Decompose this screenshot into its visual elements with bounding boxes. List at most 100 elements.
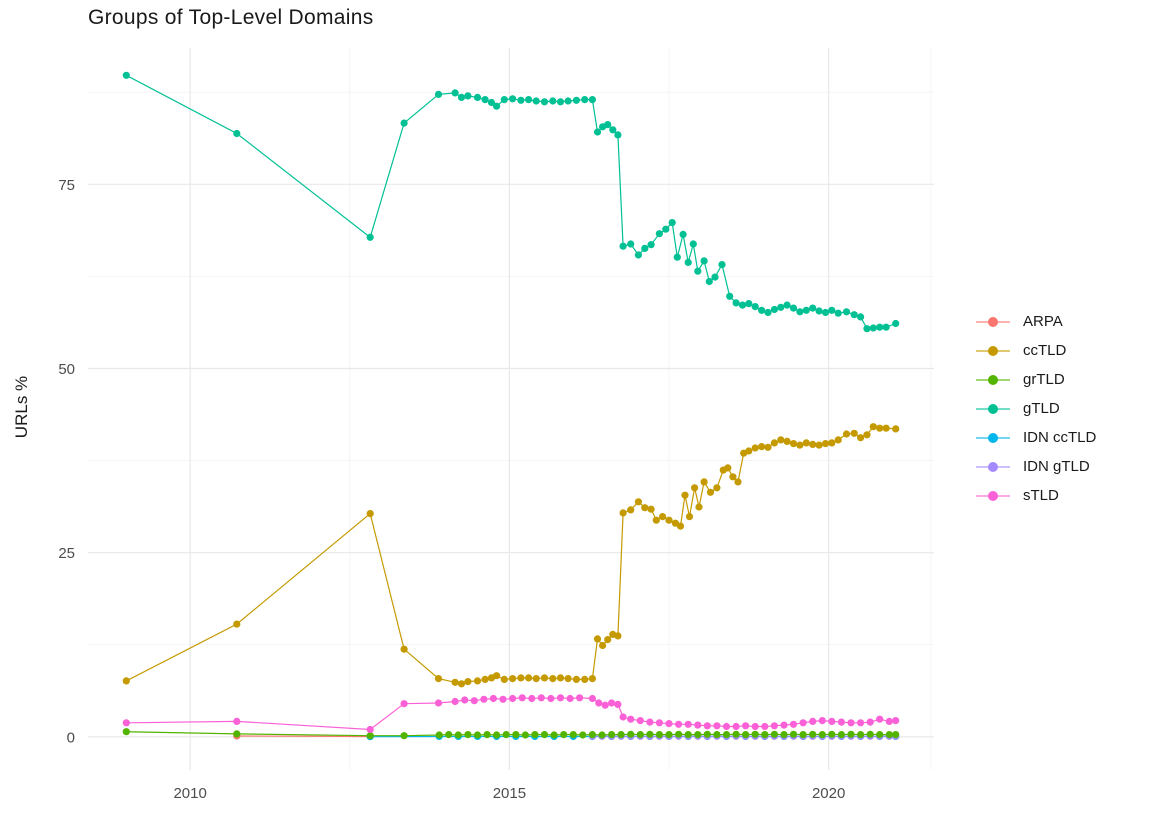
data-point (233, 620, 241, 628)
data-point (745, 447, 753, 455)
data-point (461, 696, 469, 704)
data-point (627, 730, 635, 738)
data-point (684, 731, 692, 739)
data-point (789, 440, 798, 448)
data-point (525, 674, 533, 682)
series-line-arpa (236, 735, 371, 738)
data-point (655, 731, 664, 739)
data-point (579, 731, 587, 739)
data-point (464, 678, 472, 686)
data-point (789, 730, 798, 738)
data-point (799, 719, 807, 727)
data-point (619, 509, 627, 517)
data-point (233, 717, 241, 726)
data-point (647, 505, 655, 513)
data-point (646, 718, 654, 726)
data-point (499, 695, 507, 703)
data-point (480, 695, 488, 703)
data-point (122, 728, 130, 736)
data-point (549, 675, 557, 683)
series-gtld (122, 71, 900, 333)
data-point (866, 718, 874, 726)
data-point (601, 701, 609, 709)
data-point (703, 730, 711, 738)
data-point (713, 722, 721, 730)
data-point (655, 719, 664, 727)
data-point (569, 731, 577, 739)
data-point (777, 303, 785, 311)
data-point (711, 273, 719, 281)
data-point (588, 675, 597, 683)
series-stld (122, 694, 900, 734)
data-point (876, 323, 884, 331)
legend-item-stld: sTLD (976, 481, 1096, 510)
data-point (366, 725, 374, 734)
data-point (770, 439, 779, 447)
data-point (572, 96, 581, 104)
data-point (493, 102, 501, 110)
data-point (566, 694, 574, 703)
data-point (233, 730, 241, 738)
data-point (500, 675, 508, 684)
data-point (673, 253, 681, 261)
data-point (802, 439, 810, 447)
data-point (560, 731, 568, 739)
data-point (366, 233, 374, 241)
data-point (892, 425, 900, 433)
data-point (742, 731, 750, 739)
data-point (764, 443, 772, 451)
data-point (675, 720, 683, 728)
data-point (705, 277, 713, 286)
data-point (540, 674, 549, 682)
data-point (434, 675, 443, 683)
data-point (842, 308, 851, 316)
data-point (815, 307, 823, 315)
data-point (636, 731, 644, 739)
data-point (451, 89, 459, 97)
data-point (694, 721, 702, 729)
data-point (809, 440, 817, 448)
data-point (473, 731, 482, 739)
legend-label: grTLD (1023, 371, 1065, 388)
legend-key-line-dot-icon (976, 461, 1010, 473)
data-point (528, 694, 536, 703)
data-point (400, 700, 408, 708)
gridlines-minor (88, 48, 934, 770)
data-point (604, 121, 612, 129)
data-point (665, 516, 673, 524)
data-point (464, 731, 472, 739)
data-point (713, 484, 721, 492)
data-point (722, 722, 731, 731)
legend-label: sTLD (1023, 487, 1059, 504)
data-point (837, 718, 846, 726)
data-point (634, 251, 643, 259)
x-tick-label: 2020 (812, 785, 845, 802)
data-point (604, 636, 612, 644)
data-point (770, 722, 779, 730)
data-point (641, 244, 649, 252)
legend: ARPA ccTLD grTLD gTLD IDN ccTLD IDN gTLD sTLD (976, 307, 1096, 510)
data-point (619, 713, 627, 721)
series-line-gtld (126, 74, 896, 330)
data-point (634, 498, 643, 506)
data-point (694, 267, 702, 275)
data-point (668, 219, 676, 227)
data-point (863, 431, 871, 439)
data-point (694, 731, 702, 739)
data-point (508, 95, 517, 103)
legend-label: IDN gTLD (1023, 458, 1090, 475)
data-point (531, 731, 539, 739)
legend-item-idn-gtld: IDN gTLD (976, 452, 1096, 481)
data-point (863, 325, 871, 333)
data-point (847, 719, 855, 727)
data-point (729, 473, 737, 481)
data-point (481, 675, 489, 684)
y-tick-label: 0 (67, 729, 75, 746)
data-point (451, 678, 459, 686)
data-point (435, 731, 443, 739)
data-point (617, 731, 625, 739)
data-point (434, 90, 443, 98)
data-point (828, 439, 836, 447)
data-point (564, 675, 572, 683)
